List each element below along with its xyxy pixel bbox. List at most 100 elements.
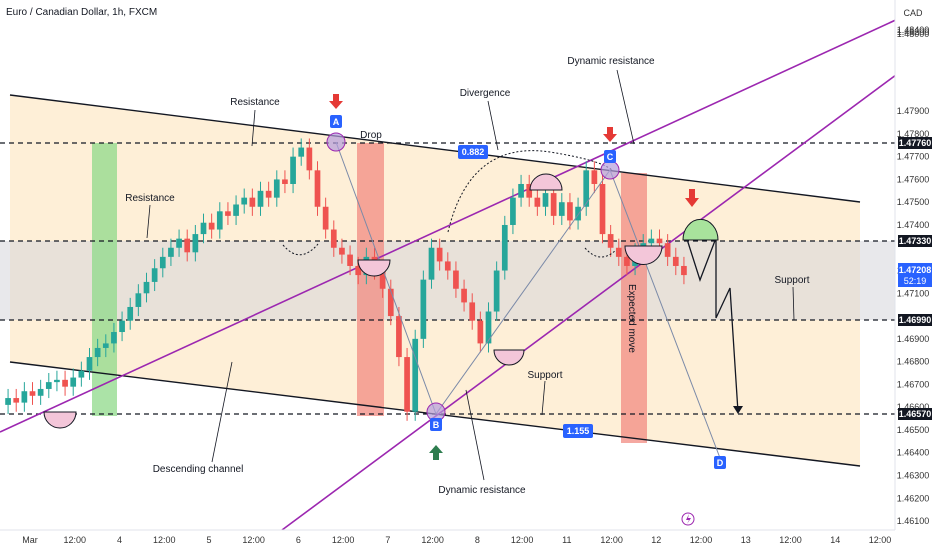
green-up-arrow xyxy=(429,445,443,460)
price-tick-11: 1.46900 xyxy=(897,334,930,344)
red-arrow-a xyxy=(329,94,343,109)
candle-body-82 xyxy=(672,256,679,266)
candle-body-60 xyxy=(493,270,500,312)
label-dynamic-resistance-bottom: Dynamic resistance xyxy=(438,485,526,496)
candle-body-4 xyxy=(37,388,44,396)
level-tag-2: 1.47330 xyxy=(898,235,932,247)
candle-body-76 xyxy=(624,256,630,266)
fib-tag-0882[interactable]: 0.882 xyxy=(458,145,488,159)
candle-body-22 xyxy=(184,238,191,253)
candle-body-49 xyxy=(404,357,410,412)
candle-body-52 xyxy=(428,247,435,280)
time-tick-16: 13 xyxy=(741,535,751,545)
candle-body-16 xyxy=(135,293,142,307)
candle-body-36 xyxy=(298,147,305,157)
fib-1155-label: 1.155 xyxy=(567,426,590,436)
countdown-text: 52:19 xyxy=(904,276,927,286)
time-tick-10: 8 xyxy=(475,535,480,545)
time-tick-11: 12:00 xyxy=(511,535,534,545)
candle-body-64 xyxy=(526,183,533,198)
target-arc-green xyxy=(682,218,719,241)
candle-body-69 xyxy=(567,202,573,221)
time-tick-7: 12:00 xyxy=(332,535,355,545)
swing-marker-1 xyxy=(43,411,77,429)
label-dynamic-resistance-top: Dynamic resistance xyxy=(567,56,655,67)
level-tag-3: 1.46990 xyxy=(898,314,932,326)
label-resistance-top: Resistance xyxy=(230,97,280,108)
lightning-icon[interactable] xyxy=(681,512,695,526)
label-resistance-left: Resistance xyxy=(125,193,175,204)
level-tag-1: 1.47760 xyxy=(898,137,932,149)
time-tick-9: 12:00 xyxy=(421,535,444,545)
trendline-upper[interactable] xyxy=(281,71,901,531)
time-tick-8: 7 xyxy=(385,535,390,545)
point-tag-b[interactable]: B xyxy=(430,418,442,431)
time-tick-13: 12:00 xyxy=(600,535,623,545)
point-tag-c[interactable]: C xyxy=(604,150,616,163)
candle-body-6 xyxy=(54,379,60,383)
candle-body-61 xyxy=(501,224,508,271)
candle-body-70 xyxy=(575,206,581,221)
fib-tag-1155[interactable]: 1.155 xyxy=(563,424,593,438)
price-tick-13: 1.46700 xyxy=(897,379,930,389)
trendline-lower[interactable] xyxy=(0,17,901,433)
red-arrow-target xyxy=(685,189,699,207)
channel-top-line[interactable] xyxy=(9,94,861,203)
level-tag-1-text: 1.47760 xyxy=(899,138,932,148)
time-axis[interactable] xyxy=(0,530,895,550)
time-tick-17: 12:00 xyxy=(779,535,802,545)
candle-body-75 xyxy=(615,247,622,257)
symbol-title[interactable]: Euro / Canadian Dollar, 1h, FXCM xyxy=(6,7,157,18)
swing-marker-4 xyxy=(529,173,563,191)
current-price-text: 1.47208 xyxy=(899,265,932,275)
projection-a-b-c-d xyxy=(335,141,721,459)
time-tick-12: 11 xyxy=(562,535,571,545)
candle-body-63 xyxy=(518,183,524,198)
candle-body-19 xyxy=(159,256,166,269)
price-tick-6: 1.47600 xyxy=(897,174,930,184)
candle-body-28 xyxy=(233,204,239,216)
time-tick-14: 12 xyxy=(651,535,661,545)
point-tag-d[interactable]: D xyxy=(714,456,726,469)
candle-body-59 xyxy=(485,311,492,344)
price-tick-10: 1.47100 xyxy=(897,288,930,298)
current-price-tag: 1.47208 52:19 xyxy=(898,263,932,287)
divergence-arc xyxy=(447,150,613,233)
candle-body-73 xyxy=(599,183,606,235)
red-arrows xyxy=(329,94,699,207)
dotted-arc-left xyxy=(282,243,319,256)
price-tick-19: 1.46100 xyxy=(897,516,930,526)
level-tag-4: 1.46570 xyxy=(898,408,932,420)
candle-body-56 xyxy=(461,288,467,303)
time-tick-0: Mar xyxy=(22,535,38,545)
candle-body-81 xyxy=(664,243,671,257)
label-descending-channel: Descending channel xyxy=(153,464,244,475)
candle-body-20 xyxy=(168,247,174,257)
projection-lines xyxy=(335,141,721,459)
time-tick-4: 5 xyxy=(206,535,211,545)
time-tick-1: 12:00 xyxy=(63,535,86,545)
price-tick-12: 1.46800 xyxy=(897,357,930,367)
drop-zone xyxy=(357,143,384,416)
green-zone xyxy=(92,143,117,416)
candle-body-58 xyxy=(477,320,484,344)
candle-body-21 xyxy=(176,238,182,248)
candle-body-57 xyxy=(469,302,476,321)
candle-body-62 xyxy=(510,197,516,225)
candle-body-35 xyxy=(290,156,296,184)
swing-marker-5 xyxy=(624,245,663,265)
expected-move-zone xyxy=(621,173,647,443)
candle-body-7 xyxy=(62,379,68,387)
candle-body-14 xyxy=(119,320,125,333)
pivot-a xyxy=(326,132,346,152)
price-tick-15: 1.46500 xyxy=(897,425,930,435)
label-drop: Drop xyxy=(360,130,382,141)
red-arrow-c xyxy=(603,127,617,142)
candle-body-50 xyxy=(412,338,419,412)
candle-body-71 xyxy=(583,170,590,207)
point-tag-a[interactable]: A xyxy=(330,115,342,128)
time-tick-3: 12:00 xyxy=(153,535,176,545)
candle-body-53 xyxy=(436,247,443,262)
candle-body-34 xyxy=(282,179,288,184)
